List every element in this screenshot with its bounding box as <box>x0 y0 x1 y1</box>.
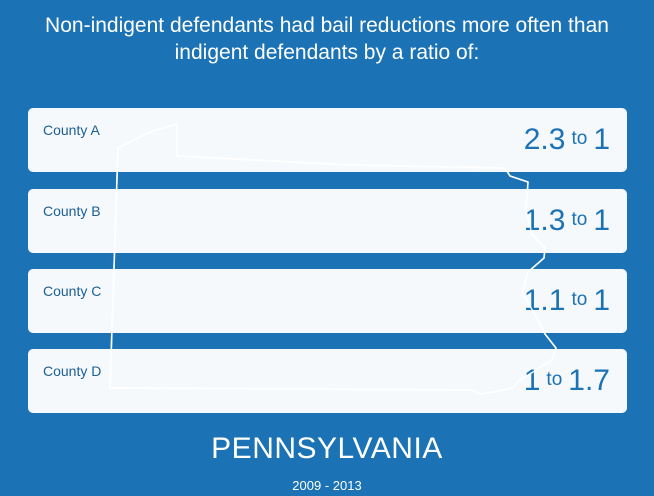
ratio-left: 1.1 <box>523 284 566 317</box>
ratio-right: 1.7 <box>568 364 610 397</box>
county-card-c: County C 1.1 to 1 <box>28 269 627 333</box>
ratio-left: 2.3 <box>523 123 566 156</box>
county-card-b: County B 1.3 to 1 <box>28 189 627 253</box>
ratio-left: 1 <box>523 364 541 397</box>
ratio-value: 1 to 1.7 <box>524 363 610 403</box>
headline-line-1: Non-indigent defendants had bail reducti… <box>45 14 609 37</box>
ratio-right: 1 <box>593 204 610 237</box>
ratio-right: 1 <box>593 123 610 156</box>
ratio-connector: to <box>571 289 588 310</box>
county-name: County A <box>43 122 100 138</box>
county-card-a: County A 2.3 to 1 <box>28 108 627 172</box>
headline: Non-indigent defendants had bail reducti… <box>0 12 654 66</box>
year-range: 2009 - 2013 <box>292 478 362 493</box>
ratio-connector: to <box>571 209 588 230</box>
ratio-connector: to <box>571 128 588 149</box>
headline-line-2: indigent defendants by a ratio of: <box>174 41 480 64</box>
ratio-right: 1 <box>593 284 610 317</box>
ratio-left: 1.3 <box>523 204 566 237</box>
ratio-value: 2.3 to 1 <box>524 122 610 162</box>
county-name: County D <box>43 363 102 379</box>
county-name: County B <box>43 203 101 219</box>
ratio-connector: to <box>546 369 563 390</box>
county-name: County C <box>43 283 102 299</box>
ratio-value: 1.3 to 1 <box>524 203 610 243</box>
county-card-d: County D 1 to 1.7 <box>28 349 627 413</box>
ratio-value: 1.1 to 1 <box>524 283 610 323</box>
state-title: PENNSYLVANIA <box>211 432 443 465</box>
